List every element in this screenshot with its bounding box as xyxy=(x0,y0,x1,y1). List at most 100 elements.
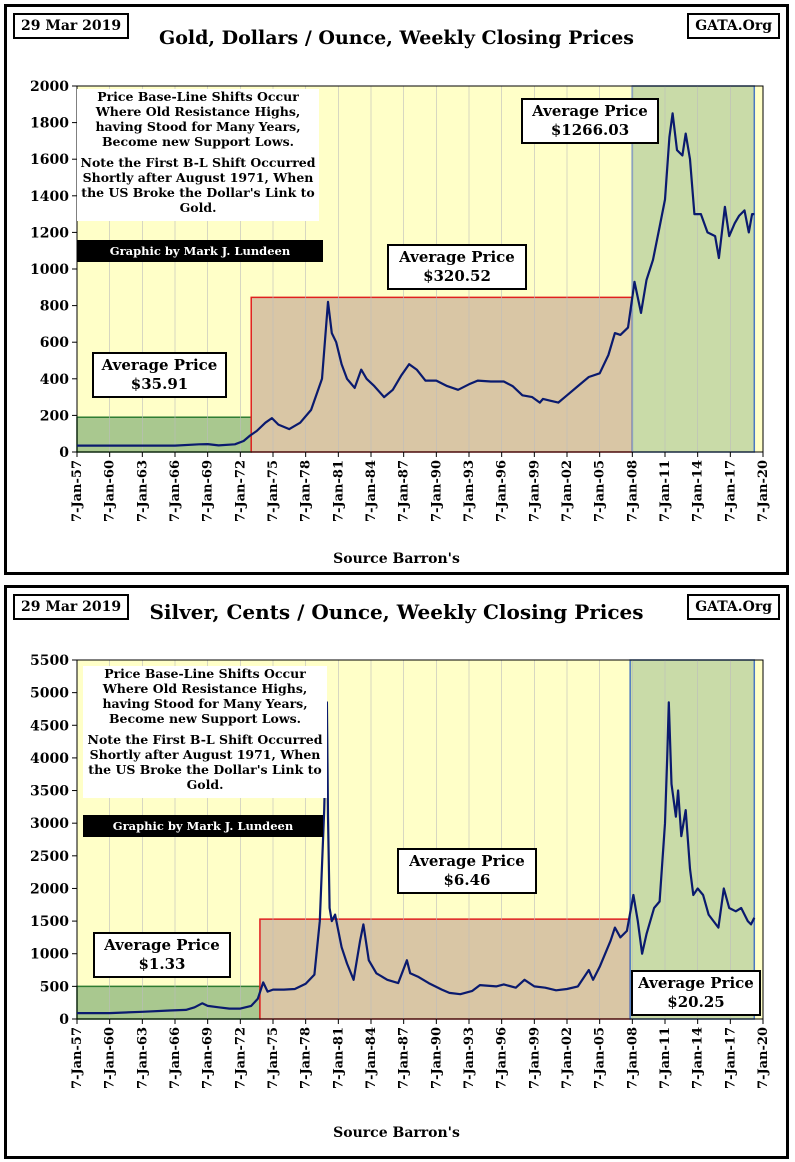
note-paragraph-2: Note the First B-L Shift Occurred Shortl… xyxy=(77,155,319,215)
average-price-heading: Average Price xyxy=(532,102,648,120)
x-axis-label: Source Barron's xyxy=(333,551,460,567)
y-tick-label: 800 xyxy=(40,299,69,315)
y-tick-label: 2000 xyxy=(30,79,69,95)
plot-frame xyxy=(76,659,764,1020)
average-price-value: $20.25 xyxy=(667,993,725,1011)
note-line: Gold. xyxy=(186,777,224,792)
x-tick-label: 7-Jan-84 xyxy=(364,1027,379,1089)
x-tick-label: 7-Jan-81 xyxy=(331,460,346,522)
x-tick-label: 7-Jan-66 xyxy=(168,460,183,522)
x-tick-label: 7-Jan-75 xyxy=(266,1027,281,1089)
x-tick-label: 7-Jan-99 xyxy=(527,460,542,522)
x-tick-label: 7-Jan-20 xyxy=(756,460,771,522)
note-line: Where Old Resistance Highs, xyxy=(95,104,301,119)
note-paragraph-2: Note the First B-L Shift Occurred Shortl… xyxy=(83,732,327,792)
note-line: Note the First B-L Shift Occurred xyxy=(87,732,323,747)
price-series-line xyxy=(77,112,755,447)
x-tick-label: 7-Jan-69 xyxy=(201,1027,216,1089)
x-tick-label: 7-Jan-78 xyxy=(299,460,314,522)
x-tick-label: 7-Jan-60 xyxy=(103,1027,118,1089)
note-paragraph-1: Price Base-Line Shifts Occur Where Old R… xyxy=(77,89,319,149)
date-stamp: 29 Mar 2019 xyxy=(13,594,130,620)
x-tick-label: 7-Jan-81 xyxy=(331,1027,346,1089)
note-line: Note the First B-L Shift Occurred xyxy=(80,155,316,170)
note-line: Become new Support Lows. xyxy=(101,134,295,149)
x-tick-label: 7-Jan-02 xyxy=(560,460,575,522)
note-paragraph-1: Price Base-Line Shifts Occur Where Old R… xyxy=(83,666,327,726)
y-tick-label: 2000 xyxy=(30,881,69,897)
y-tick-label: 1400 xyxy=(30,189,69,205)
x-tick-label: 7-Jan-63 xyxy=(135,460,150,522)
y-tick-label: 5000 xyxy=(30,686,69,702)
x-tick-label: 7-Jan-72 xyxy=(233,1027,248,1089)
x-tick-label: 7-Jan-99 xyxy=(527,1027,542,1089)
y-tick-label: 600 xyxy=(40,335,69,351)
x-tick-label: 7-Jan-75 xyxy=(266,460,281,522)
x-tick-label: 7-Jan-93 xyxy=(462,460,477,522)
note-line: the US Broke the Dollar's Link to xyxy=(81,185,315,200)
credit-label: Graphic by Mark J. Lundeen xyxy=(77,240,323,262)
average-region xyxy=(631,85,756,453)
x-tick-label: 7-Jan-69 xyxy=(201,460,216,522)
average-price-value: $1.33 xyxy=(138,955,186,973)
average-price-label: Average Price $1.33 xyxy=(93,932,231,978)
x-tick-label: 7-Jan-05 xyxy=(593,460,608,522)
note-line: having Stood for Many Years, xyxy=(102,696,308,711)
gold-chart-panel: 0 200 400 600 800 1000 1200 1400 1600 1800 2000 7-J… xyxy=(4,4,789,575)
x-tick-label: 7-Jan-57 xyxy=(70,1027,85,1089)
y-tick-label: 1500 xyxy=(30,914,69,930)
x-tick-label: 7-Jan-11 xyxy=(658,460,673,522)
y-tick-label: 200 xyxy=(40,408,69,424)
average-region xyxy=(76,416,252,453)
average-price-label: Average Price $320.52 xyxy=(387,244,527,290)
gold-chart-svg: 0 200 400 600 800 1000 1200 1400 1600 1800 2000 7-J… xyxy=(30,79,771,522)
x-tick-label: 7-Jan-08 xyxy=(625,460,640,522)
y-tick-label: 4000 xyxy=(30,751,69,767)
x-tick-label: 7-Jan-66 xyxy=(168,1027,183,1089)
y-tick-label: 1600 xyxy=(30,152,69,168)
note-line: Shortly after August 1971, When xyxy=(89,747,321,762)
y-tick-label: 3000 xyxy=(30,816,69,832)
chart-title: Gold, Dollars / Ounce, Weekly Closing Pr… xyxy=(159,27,634,49)
x-tick-label: 7-Jan-78 xyxy=(299,1027,314,1089)
y-tick-label: 4500 xyxy=(30,718,69,734)
org-badge: GATA.Org xyxy=(687,13,780,39)
x-tick-label: 7-Jan-17 xyxy=(723,460,738,522)
x-tick-label: 7-Jan-05 xyxy=(593,1027,608,1089)
silver-chart-svg: 0 500 1000 1500 2000 2500 3000 3500 4000 4500 5000… xyxy=(30,653,771,1089)
average-region xyxy=(629,659,756,1020)
average-price-value: $35.91 xyxy=(130,375,189,393)
x-tick-label: 7-Jan-72 xyxy=(233,460,248,522)
x-tick-label: 7-Jan-63 xyxy=(135,1027,150,1089)
average-price-heading: Average Price xyxy=(101,356,218,374)
chart-title: Silver, Cents / Ounce, Weekly Closing Pr… xyxy=(149,600,644,624)
y-tick-label: 500 xyxy=(40,979,69,995)
x-tick-label: 7-Jan-87 xyxy=(397,460,412,522)
average-price-label: Average Price $35.91 xyxy=(92,352,227,398)
y-tick-label: 2500 xyxy=(30,849,69,865)
x-axis-label: Source Barron's xyxy=(333,1125,460,1141)
x-tick-label: 7-Jan-93 xyxy=(462,1027,477,1089)
silver-chart-panel: 0 500 1000 1500 2000 2500 3000 3500 4000 4500 5000… xyxy=(4,585,789,1159)
y-tick-label: 5500 xyxy=(30,653,69,669)
average-region xyxy=(250,296,634,453)
x-tick-label: 7-Jan-20 xyxy=(756,1027,771,1089)
average-price-label: Average Price $1266.03 xyxy=(521,98,659,144)
x-tick-label: 7-Jan-17 xyxy=(723,1027,738,1089)
average-price-heading: Average Price xyxy=(409,852,525,870)
x-tick-label: 7-Jan-87 xyxy=(397,1027,412,1089)
average-price-heading: Average Price xyxy=(399,248,515,266)
x-tick-label: 7-Jan-02 xyxy=(560,1027,575,1089)
note-line: Where Old Resistance Highs, xyxy=(102,681,308,696)
x-tick-label: 7-Jan-14 xyxy=(691,460,706,522)
note-line: Price Base-Line Shifts Occur xyxy=(104,666,306,681)
note-line: Price Base-Line Shifts Occur xyxy=(97,89,299,104)
y-tick-label: 0 xyxy=(59,1012,69,1028)
average-price-heading: Average Price xyxy=(104,936,220,954)
y-tick-label: 1200 xyxy=(30,225,69,241)
credit-label: Graphic by Mark J. Lundeen xyxy=(83,815,323,837)
annotation-note: Price Base-Line Shifts Occur Where Old R… xyxy=(83,666,327,798)
x-tick-label: 7-Jan-14 xyxy=(691,1027,706,1089)
note-line: Become new Support Lows. xyxy=(108,711,302,726)
date-stamp: 29 Mar 2019 xyxy=(13,13,130,39)
